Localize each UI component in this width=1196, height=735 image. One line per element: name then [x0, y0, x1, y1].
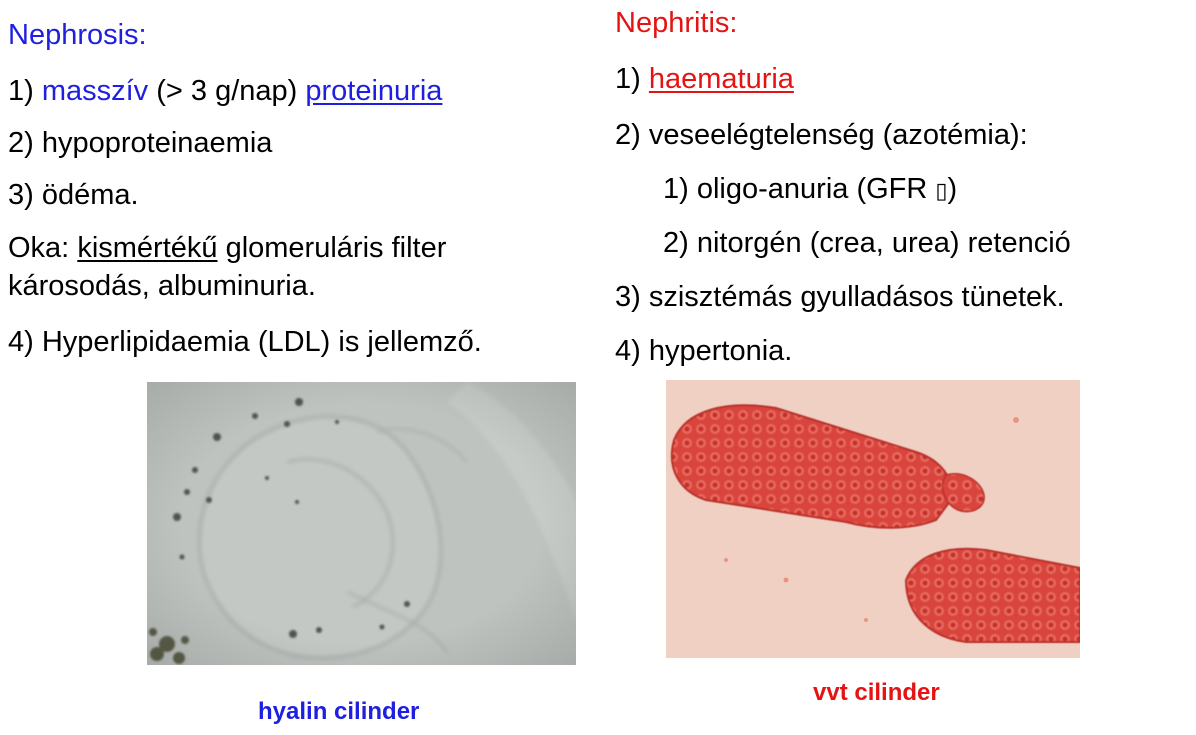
vvt-cylinder-drawing	[666, 380, 1080, 658]
hyalin-cylinder-caption: hyalin cilinder	[258, 698, 420, 725]
hyalin-cylinder-image	[147, 382, 576, 665]
nephritis-item-1: 1) haematuria	[615, 62, 794, 96]
item-number: 1)	[8, 75, 42, 107]
amount-text: (> 3 g/nap)	[148, 75, 306, 107]
cause-emphasis: kismértékű	[77, 232, 218, 264]
sub-item-close: )	[947, 173, 958, 205]
nephrosis-item-2: 2) hypoproteinaemia	[8, 127, 273, 159]
vvt-cylinder-caption: vvt cilinder	[813, 679, 940, 706]
item-number: 1)	[615, 63, 649, 95]
haematuria-link[interactable]: haematuria	[648, 63, 794, 95]
nephrosis-item-4: 4) Hyperlipidaemia (LDL) is jellemző.	[8, 326, 482, 358]
vvt-cylinder-image	[666, 380, 1080, 658]
nephrosis-cause-line-1: Oka: kismértékű glomeruláris filter	[8, 231, 446, 265]
decrease-glyph-icon: ▯	[935, 178, 948, 203]
nephritis-item-4: 4) hypertonia.	[615, 335, 793, 367]
nephritis-item-3: 3) szisztémás gyulladásos tünetek.	[615, 281, 1065, 313]
nephritis-sub-item-2: 2) nitorgén (crea, urea) retenció	[663, 227, 1071, 259]
hyalin-cylinder-drawing	[147, 382, 576, 665]
massive-term: masszív	[41, 75, 149, 107]
cause-prefix: Oka:	[8, 232, 78, 264]
nephrosis-item-1: 1) masszív (> 3 g/nap) proteinuria	[8, 74, 442, 108]
nephritis-heading: Nephritis:	[615, 7, 738, 39]
proteinuria-link[interactable]: proteinuria	[305, 75, 443, 107]
nephrosis-item-3: 3) ödéma.	[8, 179, 139, 211]
nephritis-item-2: 2) veseelégtelenség (azotémia):	[615, 119, 1028, 151]
nephrosis-heading: Nephrosis:	[8, 19, 147, 51]
cause-rest: glomeruláris filter	[217, 232, 447, 264]
sub-item-text: 1) oligo-anuria (GFR	[663, 173, 936, 205]
nephrosis-cause-line-2: károsodás, albuminuria.	[8, 270, 316, 302]
nephritis-sub-item-1: 1) oligo-anuria (GFR ▯)	[663, 172, 957, 208]
